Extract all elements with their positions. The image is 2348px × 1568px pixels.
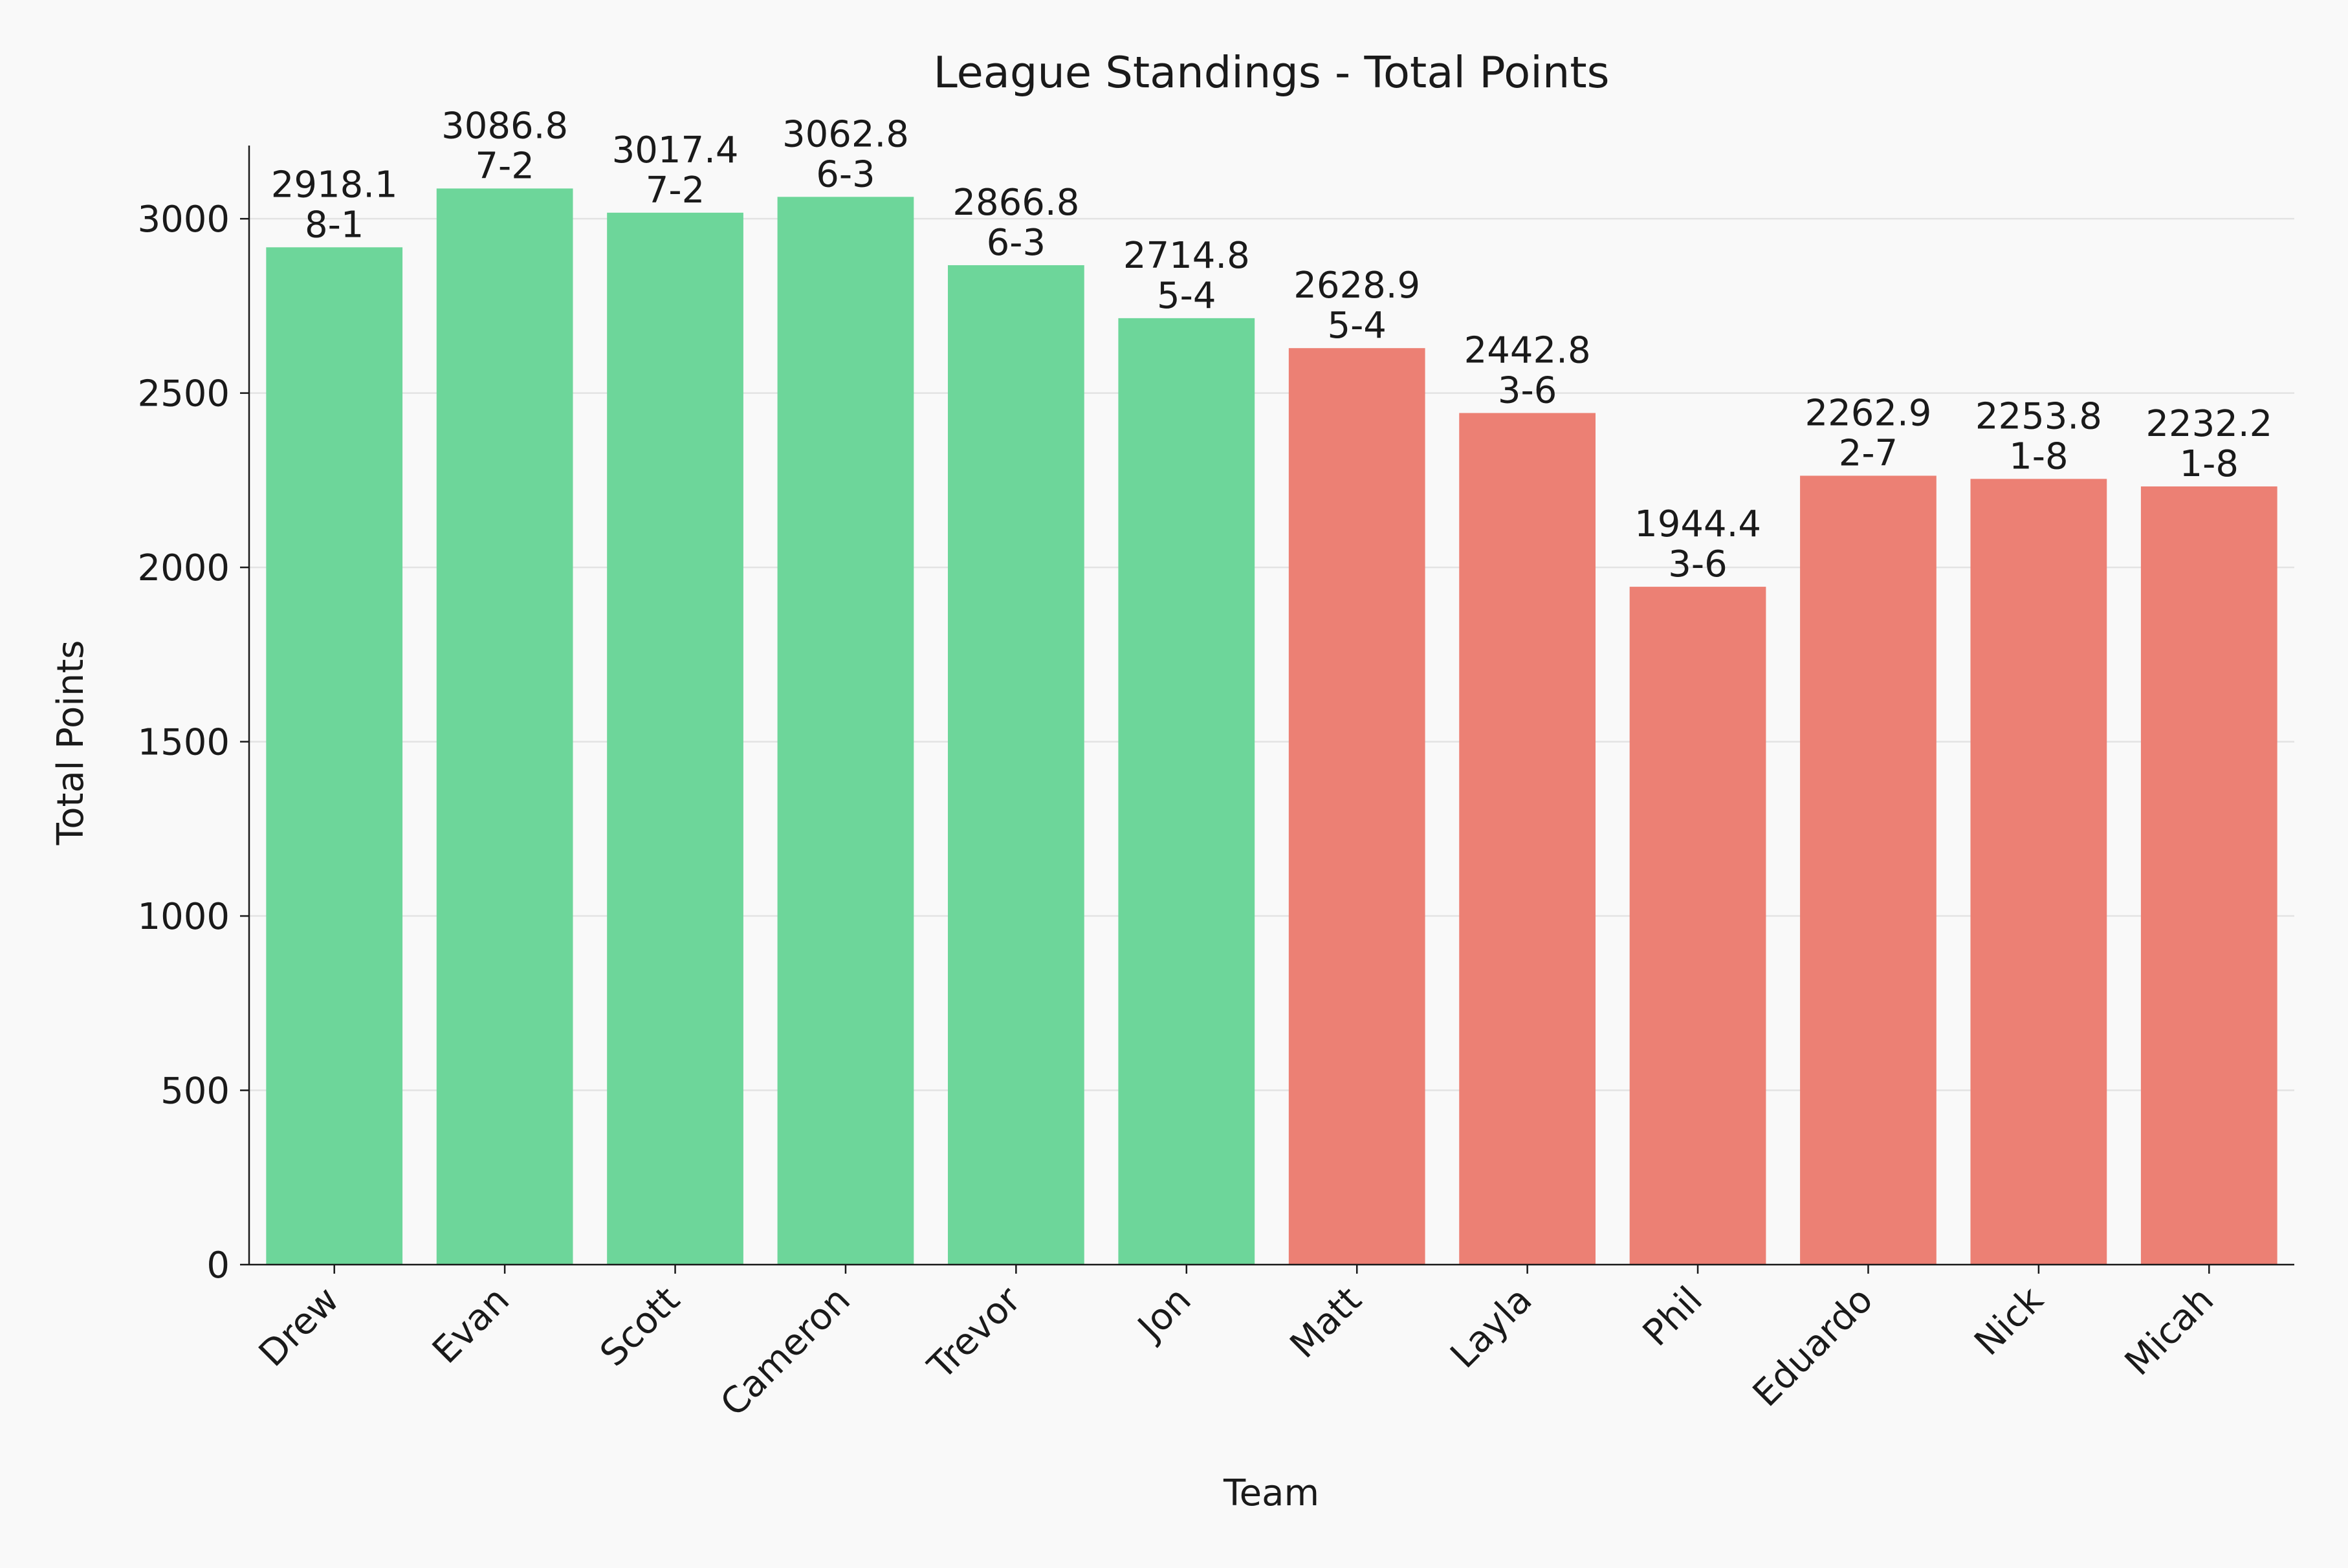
bar-matt <box>1288 348 1425 1265</box>
bar-micah <box>2140 486 2277 1265</box>
value-label: 2253.8 <box>1975 395 2102 437</box>
bar-cameron <box>777 197 914 1265</box>
value-label: 2866.8 <box>952 182 1079 224</box>
bar-eduardo <box>1800 475 1937 1265</box>
value-label: 2918.1 <box>271 164 398 206</box>
bar-phil <box>1629 587 1766 1265</box>
grid-lines <box>249 217 2294 1091</box>
y-tick-label: 0 <box>206 1245 230 1287</box>
value-label: 2442.8 <box>1464 329 1591 371</box>
bar-nick <box>1970 479 2107 1265</box>
record-label: 3-6 <box>1668 543 1727 585</box>
x-axis-label: Team <box>1223 1472 1319 1514</box>
y-tick-label: 500 <box>160 1071 230 1113</box>
value-label: 3086.8 <box>441 105 568 147</box>
bar-evan <box>436 188 573 1265</box>
value-label: 2714.8 <box>1123 235 1250 277</box>
record-label: 6-3 <box>816 153 875 195</box>
record-label: 2-7 <box>1839 432 1898 474</box>
y-tick-label: 2000 <box>137 547 230 589</box>
y-axis-label: Total Points <box>50 640 92 846</box>
bar-scott <box>607 212 743 1265</box>
record-label: 5-4 <box>1157 275 1216 317</box>
value-label: 2628.9 <box>1293 265 1420 307</box>
record-label: 8-1 <box>305 204 364 246</box>
y-tick-label: 1000 <box>137 896 230 938</box>
bar-layla <box>1459 413 1596 1265</box>
bars <box>266 188 2277 1265</box>
record-label: 3-6 <box>1498 369 1557 411</box>
record-label: 1-8 <box>2180 443 2239 485</box>
y-tick-label: 1500 <box>137 722 230 764</box>
value-label: 1944.4 <box>1634 503 1761 545</box>
record-label: 7-2 <box>646 169 705 212</box>
value-label: 3017.4 <box>612 129 739 171</box>
y-tick-label: 3000 <box>137 199 230 241</box>
y-tick-label: 2500 <box>137 373 230 415</box>
record-label: 5-4 <box>1327 305 1386 347</box>
bar-trevor <box>948 265 1084 1265</box>
value-label: 3062.8 <box>782 113 909 155</box>
value-label: 2262.9 <box>1805 392 1931 434</box>
value-label: 2232.2 <box>2145 403 2272 445</box>
record-label: 6-3 <box>987 222 1046 264</box>
chart-title: League Standings - Total Points <box>933 47 1609 98</box>
bar-jon <box>1118 318 1255 1265</box>
record-label: 1-8 <box>2009 435 2068 477</box>
bar-drew <box>266 247 403 1265</box>
record-label: 7-2 <box>475 145 534 187</box>
